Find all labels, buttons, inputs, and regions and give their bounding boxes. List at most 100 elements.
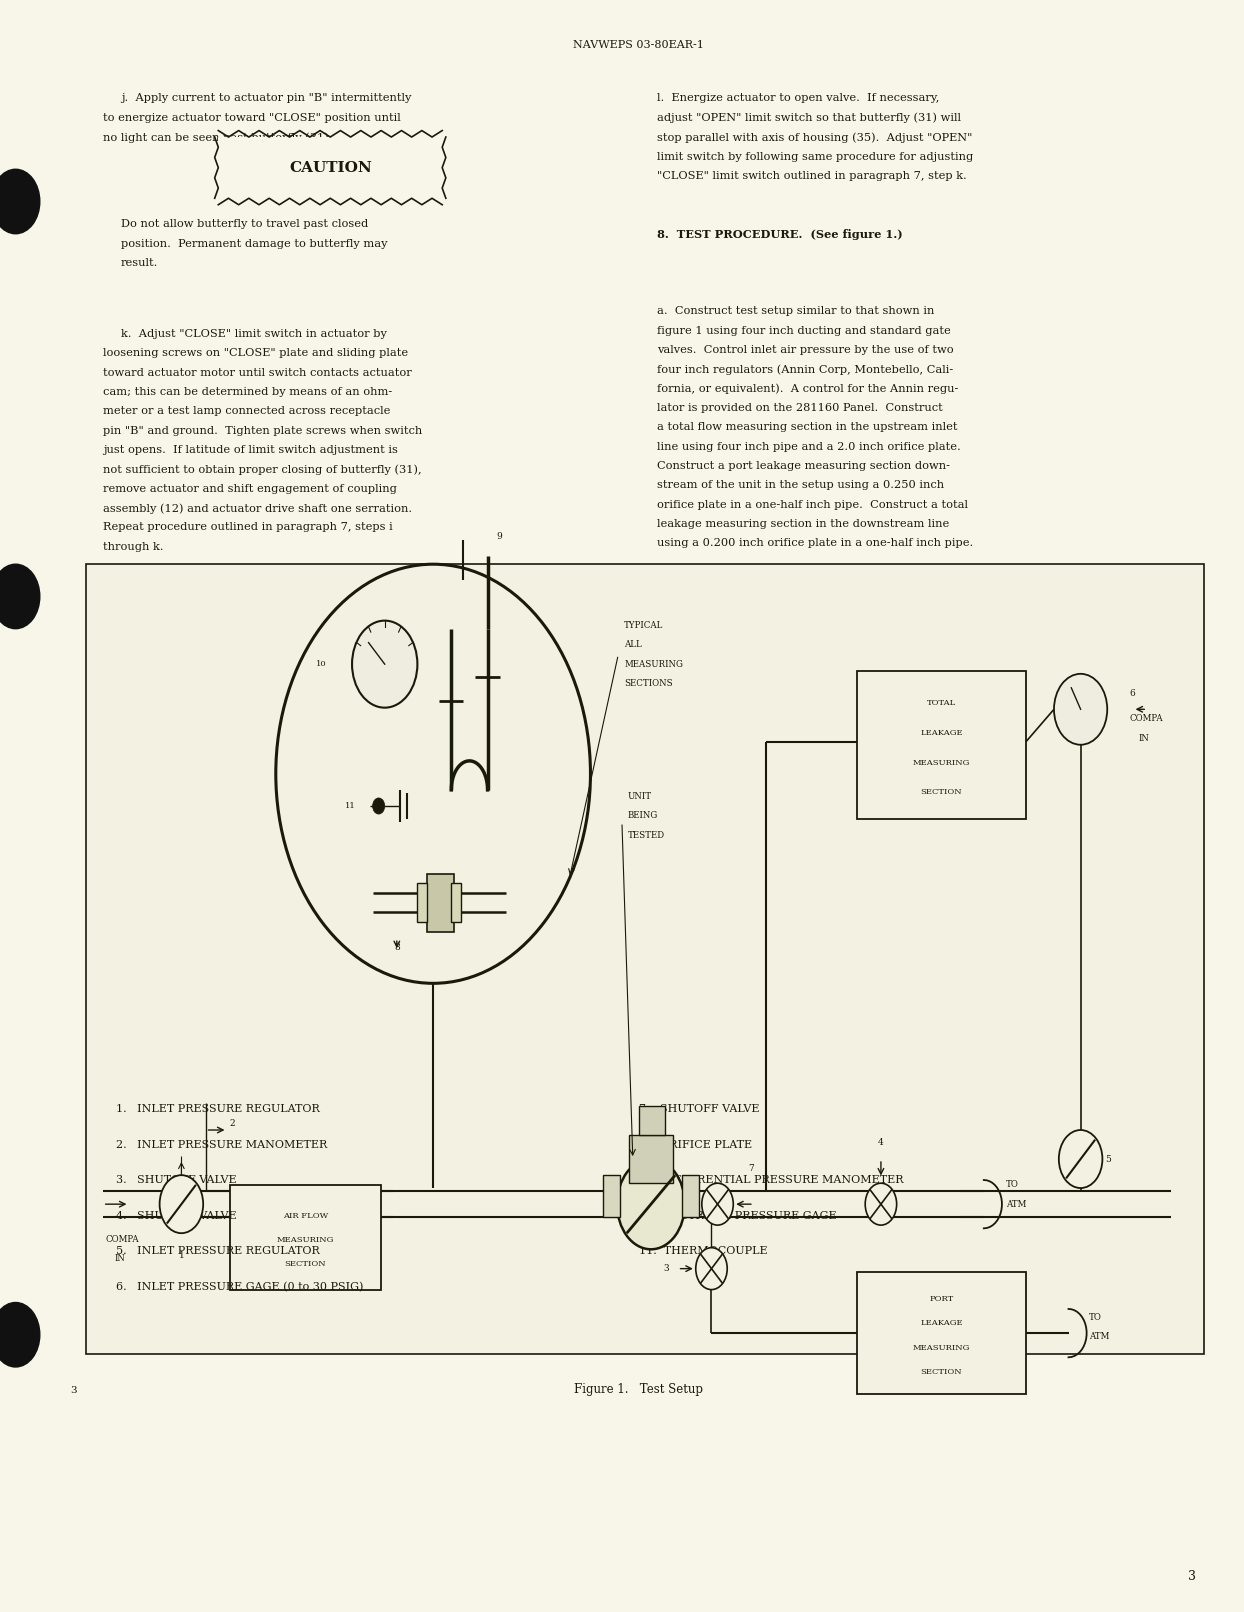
Text: 4: 4 bbox=[878, 1138, 883, 1148]
Text: MEASURING: MEASURING bbox=[624, 659, 683, 669]
Text: stream of the unit in the setup using a 0.250 inch: stream of the unit in the setup using a … bbox=[657, 480, 944, 490]
Text: 10.  UPSTREAM PRESSURE GAGE: 10. UPSTREAM PRESSURE GAGE bbox=[639, 1211, 836, 1220]
Text: Repeat procedure outlined in paragraph 7, steps i: Repeat procedure outlined in paragraph 7… bbox=[103, 522, 392, 532]
Text: TO: TO bbox=[1005, 1180, 1019, 1190]
Text: figure 1 using four inch ducting and standard gate: figure 1 using four inch ducting and sta… bbox=[657, 326, 950, 335]
Circle shape bbox=[159, 1175, 203, 1233]
Text: LEAKAGE: LEAKAGE bbox=[921, 729, 963, 737]
Text: valves.  Control inlet air pressure by the use of two: valves. Control inlet air pressure by th… bbox=[657, 345, 954, 355]
Text: remove actuator and shift engagement of coupling: remove actuator and shift engagement of … bbox=[103, 484, 397, 493]
Text: TESTED: TESTED bbox=[628, 830, 666, 840]
Text: ATM: ATM bbox=[1088, 1332, 1110, 1341]
Text: meter or a test lamp connected across receptacle: meter or a test lamp connected across re… bbox=[103, 406, 391, 416]
Text: NAVWEPS 03-80EAR-1: NAVWEPS 03-80EAR-1 bbox=[573, 40, 704, 50]
Text: LEAKAGE: LEAKAGE bbox=[921, 1319, 963, 1327]
Text: through k.: through k. bbox=[103, 542, 163, 551]
Bar bbox=[857, 1272, 1026, 1394]
Text: lator is provided on the 281160 Panel.  Construct: lator is provided on the 281160 Panel. C… bbox=[657, 403, 943, 413]
Text: 1: 1 bbox=[179, 1251, 184, 1261]
Text: 6.   INLET PRESSURE GAGE (0 to 30 PSIG): 6. INLET PRESSURE GAGE (0 to 30 PSIG) bbox=[116, 1282, 363, 1291]
Text: using a 0.200 inch orifice plate in a one-half inch pipe.: using a 0.200 inch orifice plate in a on… bbox=[657, 538, 973, 548]
Text: 8.   ORIFICE PLATE: 8. ORIFICE PLATE bbox=[639, 1140, 751, 1149]
Text: limit switch by following same procedure for adjusting: limit switch by following same procedure… bbox=[657, 152, 973, 161]
Text: loosening screws on "CLOSE" plate and sliding plate: loosening screws on "CLOSE" plate and sl… bbox=[103, 348, 408, 358]
Text: no light can be seen past butterfly (31).: no light can be seen past butterfly (31)… bbox=[103, 132, 332, 143]
Text: 3: 3 bbox=[663, 1264, 669, 1273]
Text: 3: 3 bbox=[70, 1386, 77, 1396]
Text: adjust "OPEN" limit switch so that butterfly (31) will: adjust "OPEN" limit switch so that butte… bbox=[657, 113, 962, 124]
Text: 5.   INLET PRESSURE REGULATOR: 5. INLET PRESSURE REGULATOR bbox=[116, 1246, 320, 1256]
Text: leakage measuring section in the downstream line: leakage measuring section in the downstr… bbox=[657, 519, 949, 529]
Text: IN: IN bbox=[1138, 733, 1149, 743]
Text: k.  Adjust "CLOSE" limit switch in actuator by: k. Adjust "CLOSE" limit switch in actuat… bbox=[121, 329, 387, 339]
Text: CAUTION: CAUTION bbox=[289, 161, 372, 174]
Text: Construct a port leakage measuring section down-: Construct a port leakage measuring secti… bbox=[657, 461, 950, 471]
Text: 4.   SHUTOFF VALVE: 4. SHUTOFF VALVE bbox=[116, 1211, 236, 1220]
Text: 2.   INLET PRESSURE MANOMETER: 2. INLET PRESSURE MANOMETER bbox=[116, 1140, 327, 1149]
Text: BEING: BEING bbox=[628, 811, 658, 821]
Text: TO: TO bbox=[1088, 1312, 1102, 1322]
Circle shape bbox=[695, 1248, 728, 1290]
Text: 9.   DIFFERENTIAL PRESSURE MANOMETER: 9. DIFFERENTIAL PRESSURE MANOMETER bbox=[639, 1175, 903, 1185]
Text: 7.   SHUTOFF VALVE: 7. SHUTOFF VALVE bbox=[639, 1104, 759, 1114]
Text: MEASURING: MEASURING bbox=[913, 1344, 970, 1352]
Text: Do not allow butterfly to travel past closed: Do not allow butterfly to travel past cl… bbox=[121, 219, 368, 229]
Text: 2: 2 bbox=[230, 1119, 235, 1128]
Circle shape bbox=[865, 1183, 897, 1225]
Text: orifice plate in a one-half inch pipe.  Construct a total: orifice plate in a one-half inch pipe. C… bbox=[657, 500, 968, 509]
Text: IN: IN bbox=[114, 1254, 126, 1264]
Text: to energize actuator toward "CLOSE" position until: to energize actuator toward "CLOSE" posi… bbox=[103, 113, 401, 123]
Text: SECTION: SECTION bbox=[285, 1261, 326, 1269]
Text: not sufficient to obtain proper closing of butterfly (31),: not sufficient to obtain proper closing … bbox=[103, 464, 422, 476]
Text: 5: 5 bbox=[1105, 1154, 1111, 1164]
Text: just opens.  If latitude of limit switch adjustment is: just opens. If latitude of limit switch … bbox=[103, 445, 398, 455]
Text: MEASURING: MEASURING bbox=[913, 759, 970, 767]
Text: fornia, or equivalent).  A control for the Annin regu-: fornia, or equivalent). A control for th… bbox=[657, 384, 958, 395]
Text: four inch regulators (Annin Corp, Montebello, Cali-: four inch regulators (Annin Corp, Monteb… bbox=[657, 364, 953, 376]
Text: l.  Energize actuator to open valve.  If necessary,: l. Energize actuator to open valve. If n… bbox=[657, 93, 939, 103]
Bar bbox=[452, 883, 462, 922]
Text: position.  Permanent damage to butterfly may: position. Permanent damage to butterfly … bbox=[121, 239, 387, 248]
Bar bbox=[218, 137, 442, 198]
Text: 9: 9 bbox=[496, 532, 503, 542]
Text: TOTAL: TOTAL bbox=[927, 700, 957, 708]
Text: 11.  THERMOCOUPLE: 11. THERMOCOUPLE bbox=[639, 1246, 768, 1256]
Text: pin "B" and ground.  Tighten plate screws when switch: pin "B" and ground. Tighten plate screws… bbox=[103, 426, 422, 435]
Text: 7: 7 bbox=[749, 1164, 754, 1174]
Text: 6: 6 bbox=[1130, 688, 1135, 698]
Text: SECTIONS: SECTIONS bbox=[624, 679, 673, 688]
Bar bbox=[602, 1175, 620, 1217]
Circle shape bbox=[373, 798, 384, 814]
Text: AIR FLOW: AIR FLOW bbox=[282, 1212, 328, 1220]
Circle shape bbox=[0, 169, 40, 234]
Text: 10: 10 bbox=[316, 661, 327, 667]
Circle shape bbox=[617, 1159, 685, 1249]
Text: Figure 1.   Test Setup: Figure 1. Test Setup bbox=[575, 1383, 703, 1396]
Text: 8: 8 bbox=[394, 943, 399, 953]
Text: PORT: PORT bbox=[929, 1294, 954, 1302]
Text: ATM: ATM bbox=[1005, 1199, 1026, 1209]
Text: a.  Construct test setup similar to that shown in: a. Construct test setup similar to that … bbox=[657, 306, 934, 316]
Text: SECTION: SECTION bbox=[921, 788, 963, 796]
Text: cam; this can be determined by means of an ohm-: cam; this can be determined by means of … bbox=[103, 387, 392, 397]
Text: TYPICAL: TYPICAL bbox=[624, 621, 664, 630]
Text: "CLOSE" limit switch outlined in paragraph 7, step k.: "CLOSE" limit switch outlined in paragra… bbox=[657, 171, 967, 181]
Bar bbox=[683, 1175, 699, 1217]
Text: stop parallel with axis of housing (35).  Adjust "OPEN": stop parallel with axis of housing (35).… bbox=[657, 132, 973, 143]
Text: MEASURING: MEASURING bbox=[276, 1236, 335, 1244]
Bar bbox=[427, 874, 454, 932]
Bar bbox=[857, 671, 1026, 819]
Text: result.: result. bbox=[121, 258, 158, 268]
Text: 1.   INLET PRESSURE REGULATOR: 1. INLET PRESSURE REGULATOR bbox=[116, 1104, 320, 1114]
Text: j.  Apply current to actuator pin "B" intermittently: j. Apply current to actuator pin "B" int… bbox=[121, 93, 412, 103]
Text: UNIT: UNIT bbox=[628, 791, 652, 801]
Bar bbox=[639, 1106, 666, 1135]
Circle shape bbox=[1054, 674, 1107, 745]
Text: 8.  TEST PROCEDURE.  (See figure 1.): 8. TEST PROCEDURE. (See figure 1.) bbox=[657, 229, 903, 240]
Text: a total flow measuring section in the upstream inlet: a total flow measuring section in the up… bbox=[657, 422, 958, 432]
Bar bbox=[629, 1135, 673, 1183]
Text: SECTION: SECTION bbox=[921, 1369, 963, 1377]
Bar bbox=[418, 883, 427, 922]
Circle shape bbox=[0, 564, 40, 629]
Circle shape bbox=[352, 621, 418, 708]
